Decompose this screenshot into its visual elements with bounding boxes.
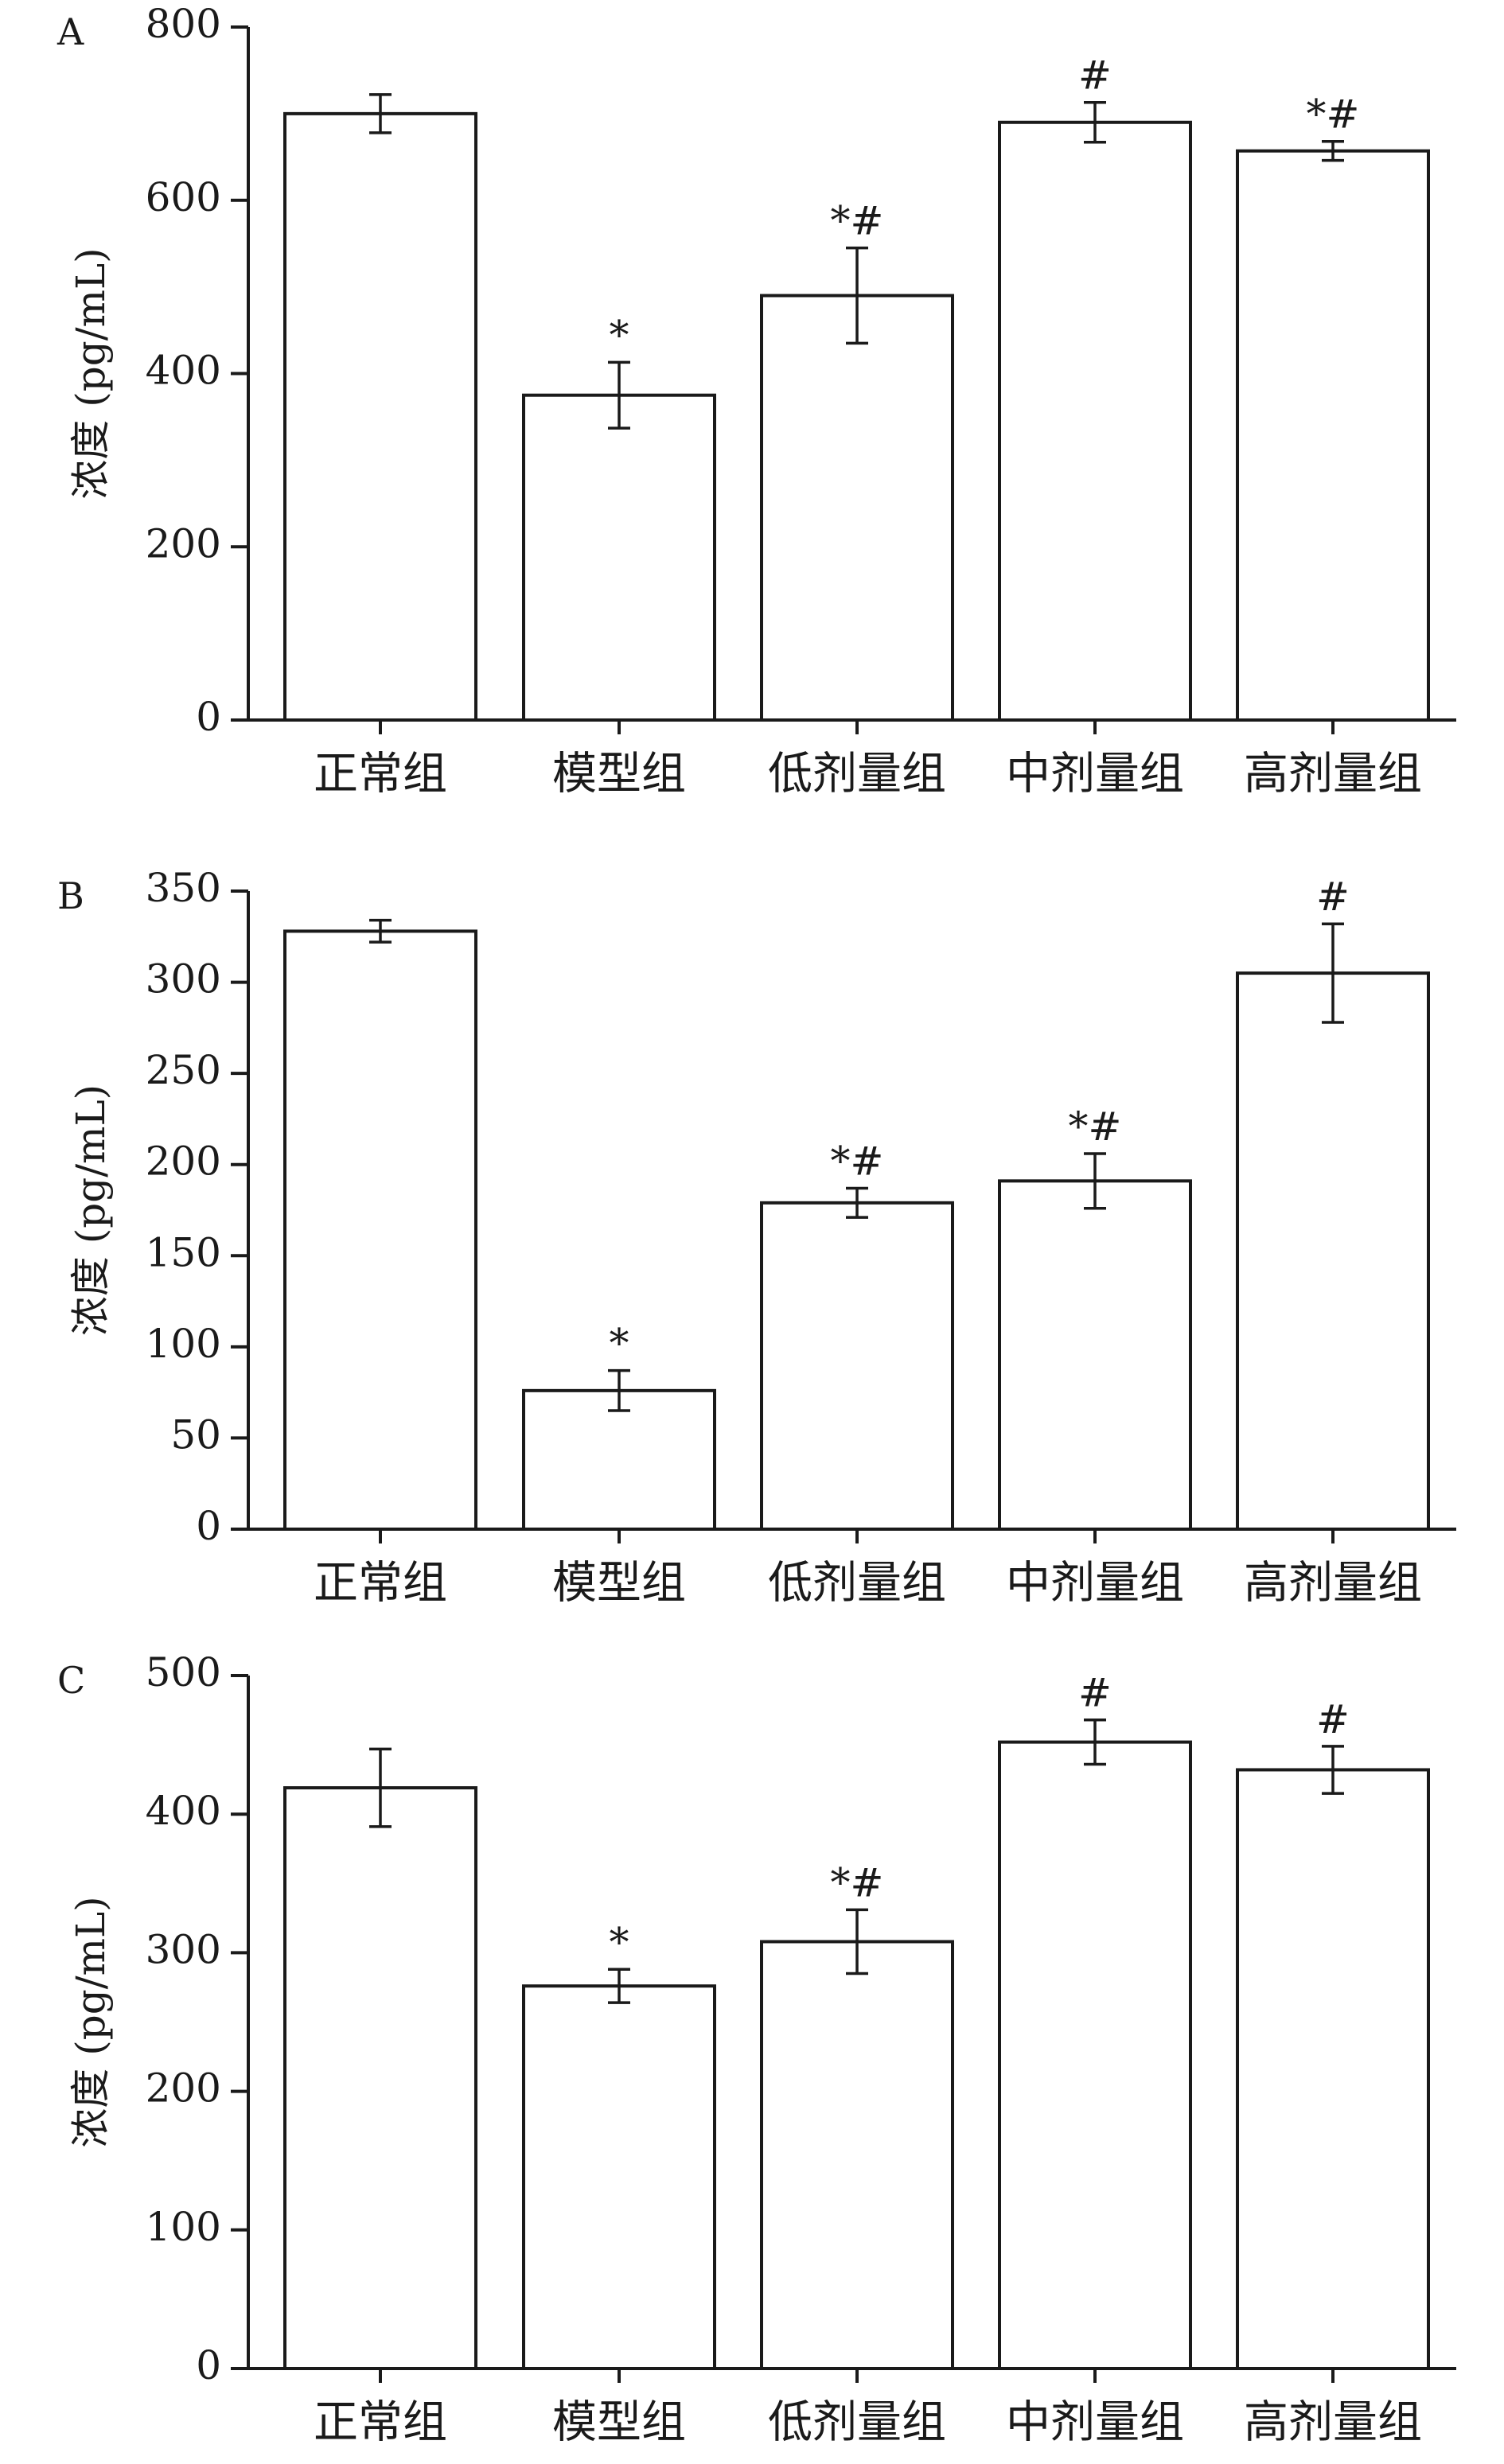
y-tick-label: 100 bbox=[146, 1321, 221, 1367]
significance-mark: * bbox=[610, 1919, 629, 1965]
x-category-label: 正常组 bbox=[314, 1558, 447, 1610]
significance-mark: *# bbox=[831, 1859, 884, 1905]
panel-label: A bbox=[56, 10, 84, 53]
significance-mark: *# bbox=[831, 198, 884, 244]
significance-mark: *# bbox=[831, 1139, 884, 1185]
x-category-label: 中剂量组 bbox=[1006, 749, 1184, 800]
significance-mark: # bbox=[1078, 53, 1112, 99]
y-tick-label: 50 bbox=[170, 1411, 221, 1458]
y-tick-label: 400 bbox=[146, 348, 221, 394]
y-tick-label: 500 bbox=[146, 1649, 221, 1695]
y-tick-label: 0 bbox=[196, 2342, 221, 2388]
bar-5 bbox=[1236, 149, 1430, 722]
bar-4 bbox=[998, 1740, 1192, 2370]
x-category-label: 模型组 bbox=[552, 2397, 686, 2449]
x-category-label: 高剂量组 bbox=[1244, 749, 1422, 800]
bar-5 bbox=[1236, 971, 1430, 1531]
x-category-label: 模型组 bbox=[552, 749, 686, 800]
panel-label: B bbox=[57, 874, 84, 917]
bar-1 bbox=[283, 1786, 477, 2371]
x-category-label: 低剂量组 bbox=[768, 749, 946, 800]
y-axis-label: 浓度 (pg/mL) bbox=[68, 1084, 114, 1336]
bar-5 bbox=[1236, 1768, 1430, 2371]
bar-2 bbox=[522, 393, 716, 722]
significance-mark: # bbox=[1316, 1696, 1350, 1742]
y-tick-label: 100 bbox=[146, 2204, 221, 2250]
x-category-label: 低剂量组 bbox=[768, 1558, 946, 1610]
bar-3 bbox=[760, 294, 954, 722]
x-category-label: 模型组 bbox=[552, 1558, 686, 1610]
bar-3 bbox=[760, 1201, 954, 1531]
x-category-label: 中剂量组 bbox=[1006, 2397, 1184, 2449]
x-category-label: 中剂量组 bbox=[1006, 1558, 1184, 1610]
chart-panel-a: A 浓度 (pg/mL) 0 200 400 600 800 正常组 * 模型组 *# 低剂量组 # 中剂… bbox=[56, 1, 1456, 800]
y-tick-label: 0 bbox=[196, 1503, 221, 1549]
y-tick-label: 300 bbox=[146, 956, 221, 1002]
x-category-label: 正常组 bbox=[314, 2397, 447, 2449]
x-category-label: 高剂量组 bbox=[1244, 2397, 1422, 2449]
y-tick-label: 250 bbox=[146, 1047, 221, 1093]
y-tick-label: 0 bbox=[196, 694, 221, 740]
bar-3 bbox=[760, 1940, 954, 2371]
bar-4 bbox=[998, 120, 1192, 722]
significance-mark: # bbox=[1078, 1670, 1112, 1716]
bar-2 bbox=[522, 1984, 716, 2370]
x-category-label: 高剂量组 bbox=[1244, 1558, 1422, 1610]
y-tick-label: 300 bbox=[146, 1926, 221, 1972]
y-axis-label: 浓度 (pg/mL) bbox=[68, 247, 114, 499]
significance-mark: *# bbox=[1069, 1104, 1122, 1150]
y-tick-label: 600 bbox=[146, 174, 221, 220]
chart-panel-b: B 浓度 (pg/mL) 0 50 100 150 200 250 300 350 正常组 * 模型组 *… bbox=[57, 865, 1456, 1610]
bar-1 bbox=[283, 929, 477, 1531]
y-tick-label: 350 bbox=[146, 865, 221, 911]
y-tick-label: 200 bbox=[146, 2065, 221, 2112]
y-tick-label: 200 bbox=[146, 520, 221, 566]
significance-mark: # bbox=[1316, 874, 1350, 920]
x-category-label: 正常组 bbox=[314, 749, 447, 800]
bar-1 bbox=[283, 111, 477, 722]
y-tick-label: 400 bbox=[146, 1788, 221, 1834]
x-category-label: 低剂量组 bbox=[768, 2397, 946, 2449]
y-tick-label: 800 bbox=[146, 1, 221, 47]
panel-label: C bbox=[57, 1659, 85, 1702]
y-axis-label: 浓度 (pg/mL) bbox=[68, 1896, 114, 2147]
significance-mark: * bbox=[610, 1321, 629, 1367]
chart-panel-c: C 浓度 (pg/mL) 0 100 200 300 400 500 正常组 * 模型组 *# 低剂量组… bbox=[57, 1649, 1456, 2449]
y-tick-label: 150 bbox=[146, 1229, 221, 1275]
significance-mark: *# bbox=[1307, 91, 1360, 138]
bar-4 bbox=[998, 1179, 1192, 1532]
significance-mark: * bbox=[610, 312, 629, 358]
y-tick-label: 200 bbox=[146, 1139, 221, 1185]
